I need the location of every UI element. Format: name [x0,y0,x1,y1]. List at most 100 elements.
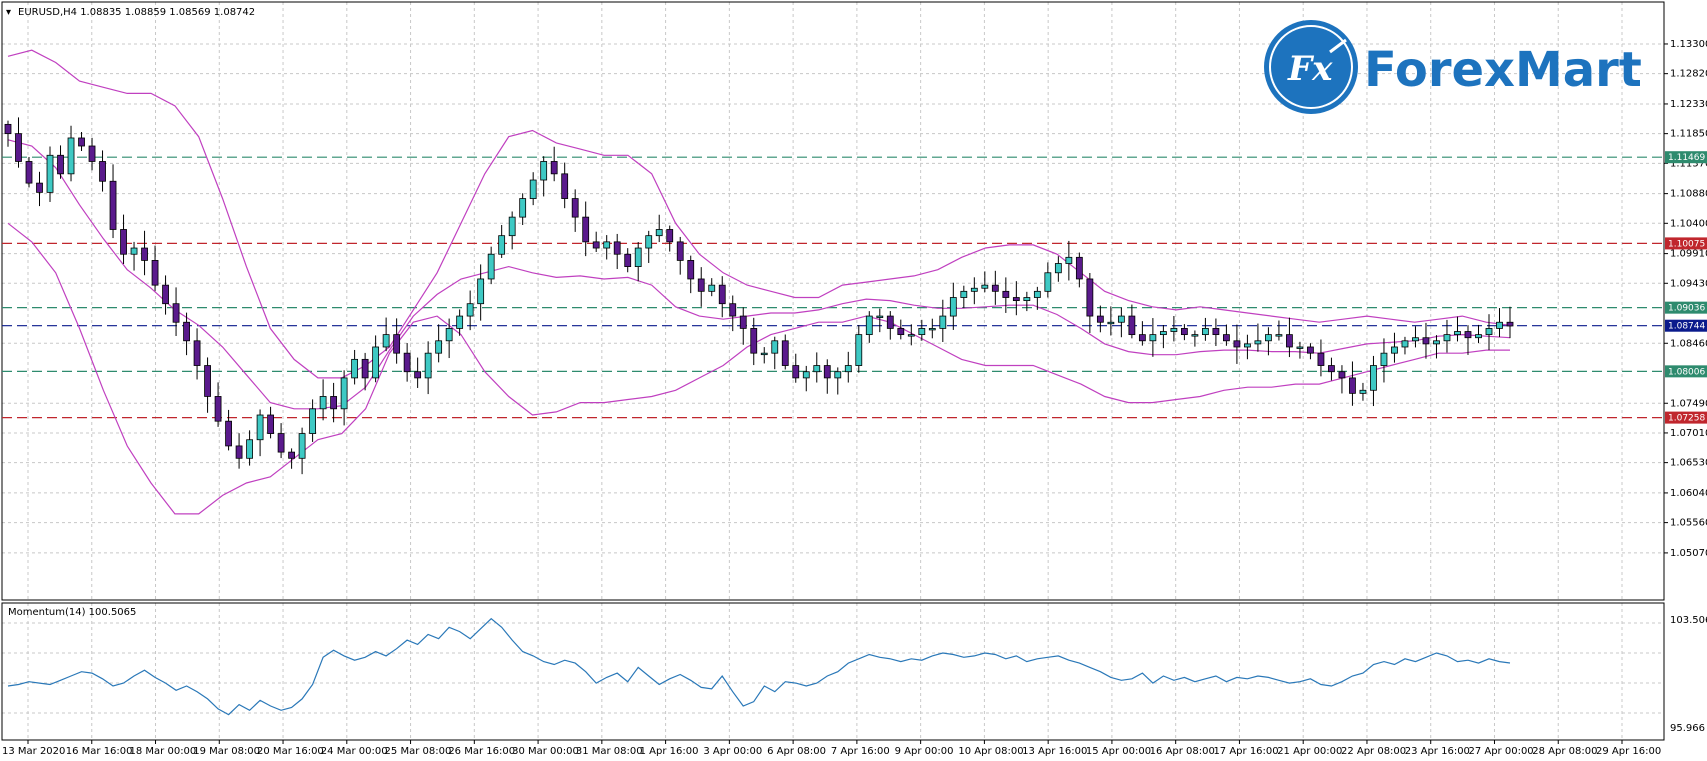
momentum-title: Momentum(14) 100.5065 [8,607,136,618]
candle [1506,321,1514,327]
time-tick-label: 9 Apr 00:00 [895,746,954,757]
horizontal-levels [2,156,1664,419]
candle [855,334,863,366]
candle [729,303,737,317]
candle [823,365,831,379]
candle [624,253,632,267]
candle [1180,328,1188,336]
candle [25,161,33,184]
price-tick-label: 1.10400 [1670,218,1707,229]
candle [949,297,957,317]
candle [1338,371,1346,379]
price-tag-bg [1665,301,1707,314]
candle [655,229,663,237]
candle [1412,337,1419,342]
time-tick-label: 30 Mar 00:00 [512,746,579,757]
time-tick-label: 3 Apr 00:00 [703,746,762,757]
candle [1244,343,1251,348]
candle [487,253,495,280]
bollinger-middle [7,139,1511,410]
price-tag-label: 1.09036 [1668,304,1705,314]
candle [246,439,253,459]
candle [792,365,800,379]
candle [718,284,726,305]
time-tick-label: 13 Apr 16:00 [1022,746,1087,757]
price-tag-bg [1665,237,1707,250]
price-tick-label: 1.06530 [1670,458,1707,469]
candle [414,371,422,379]
candle [928,328,936,331]
candle [445,328,453,342]
chart-header-triangle: ▾ [6,7,11,18]
time-tick-label: 16 Apr 08:00 [1150,746,1215,757]
candle [697,278,705,292]
candle [277,433,285,453]
candle [351,358,359,379]
candle [1096,315,1104,323]
momentum-tick-label: 103.5068 [1670,615,1707,626]
candle [393,334,401,354]
price-axis: 1.13300 1.12820 1.12330 1.11850 1.11370 1.108… [1664,39,1707,559]
time-tick-label: 10 Apr 08:00 [958,746,1023,757]
time-tick-label: 6 Apr 08:00 [767,746,826,757]
bollinger-bands [7,49,1511,515]
time-tick-label: 18 Mar 00:00 [130,746,197,757]
main-pane-frame [1,1,1665,601]
candle [1380,352,1388,366]
candle [1496,321,1503,329]
candle [1475,334,1482,339]
candle [687,260,695,280]
candle [1212,328,1220,336]
candle [760,352,768,356]
time-tick-label: 15 Apr 00:00 [1086,746,1151,757]
candle [88,145,96,162]
candle [708,284,716,292]
price-tag-bg [1665,365,1707,378]
candle [939,315,947,329]
candle [844,365,852,373]
candle [897,328,905,336]
candle [592,241,600,249]
price-tick-label: 1.05070 [1670,548,1707,559]
candle [1485,328,1493,336]
price-tag-label: 1.08744 [1668,322,1705,332]
candle [1391,346,1398,354]
price-tick-label: 1.11850 [1670,129,1707,140]
price-tags: 1.11469 1.10075 1.09036 1.08744 1.08006 1.072… [1665,151,1707,424]
price-tick-label: 1.07010 [1670,428,1707,439]
time-tick-label: 20 Mar 16:00 [257,746,324,757]
bollinger-upper [7,49,1511,379]
candle [403,352,411,373]
price-tick-label: 1.11370 [1670,158,1707,169]
candle [1328,365,1335,373]
candle [1012,297,1020,302]
candle [319,396,327,410]
candle [1117,315,1125,323]
price-tick-label: 1.05560 [1670,518,1707,529]
candle [1401,340,1409,348]
time-tick-label: 16 Mar 16:00 [66,746,133,757]
svg-text:ForexMart: ForexMart [1364,42,1642,98]
candle [1191,334,1199,337]
candle [603,241,611,249]
candle [193,340,201,366]
candle [256,414,264,441]
candle [1349,377,1356,394]
candle [876,315,884,318]
candle [918,328,926,336]
price-tick-label: 1.08460 [1670,338,1707,349]
time-tick-label: 23 Apr 16:00 [1405,746,1470,757]
candle [99,161,106,182]
candle [739,315,747,329]
time-tick-label: 21 Apr 00:00 [1277,746,1342,757]
candle [477,278,485,305]
time-tick-label: 24 Mar 00:00 [321,746,388,757]
momentum-series [7,617,1511,716]
candle [1075,256,1083,280]
price-tick-label: 1.12820 [1670,69,1707,80]
candle [813,365,821,373]
candle [1054,263,1062,274]
candle [1275,334,1283,337]
